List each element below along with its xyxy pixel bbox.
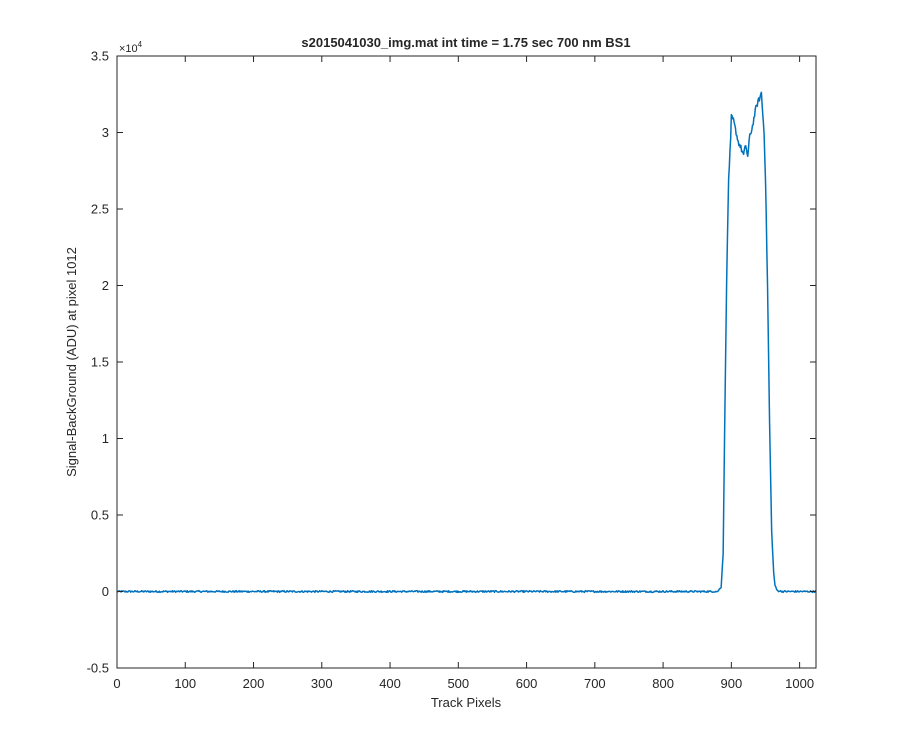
x-axis-label: Track Pixels <box>431 695 502 710</box>
y-tick-label: 3.5 <box>91 49 109 64</box>
y-tick-label: -0.5 <box>87 661 109 676</box>
x-tick-label: 400 <box>379 676 401 691</box>
y-tick-label: 1 <box>102 431 109 446</box>
y-axis-label: Signal-BackGround (ADU) at pixel 1012 <box>64 247 79 477</box>
y-tick-label: 2.5 <box>91 202 109 217</box>
data-layer <box>117 91 816 594</box>
y-exponent-label: ×104 <box>119 40 143 55</box>
x-tick-label: 200 <box>243 676 265 691</box>
x-tick-label: 800 <box>652 676 674 691</box>
x-tick-label: 900 <box>721 676 743 691</box>
y-tick-label: 0.5 <box>91 508 109 523</box>
x-tick-label: 300 <box>311 676 333 691</box>
axes-layer: 0 100 200 300 400 500 600 700 800 900 1000 -0.5 0 0.5… <box>87 49 817 691</box>
x-tick-label: 600 <box>516 676 538 691</box>
y-tick-label: 0 <box>102 584 109 599</box>
x-tick-label: 0 <box>113 676 120 691</box>
y-exponent-power: 4 <box>138 40 143 49</box>
y-tick-label: 2 <box>102 278 109 293</box>
y-tick-label: 1.5 <box>91 355 109 370</box>
y-tick-label: 3 <box>102 125 109 140</box>
plot-area <box>117 56 816 668</box>
x-tick-label: 500 <box>447 676 469 691</box>
x-tick-label: 100 <box>174 676 196 691</box>
series-line-1 <box>117 91 816 594</box>
x-tick-label: 700 <box>584 676 606 691</box>
y-exponent-base: ×10 <box>119 43 138 55</box>
chart-title: s2015041030_img.mat int time = 1.75 sec … <box>301 35 630 50</box>
x-tick-label: 1000 <box>785 676 814 691</box>
